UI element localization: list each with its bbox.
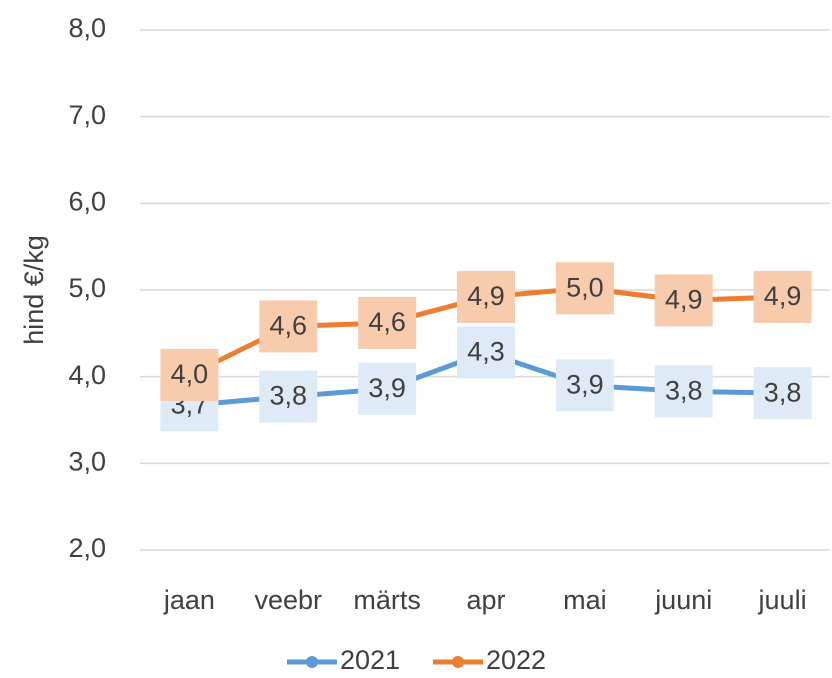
y-tick-label: 6,0 [68, 186, 106, 216]
data-label: 3,8 [270, 381, 308, 411]
legend-marker [306, 656, 318, 668]
data-label-box [555, 359, 614, 412]
data-label-box [555, 262, 614, 315]
y-tick-label: 8,0 [68, 13, 106, 43]
y-tick-label: 7,0 [68, 100, 106, 130]
legend-label: 2021 [340, 645, 400, 675]
data-label: 3,8 [665, 376, 703, 406]
legend-marker [452, 656, 464, 668]
data-label: 4,9 [467, 281, 505, 311]
data-label-box [753, 367, 812, 420]
data-label-box [259, 300, 318, 353]
data-label-box [457, 270, 515, 323]
data-label: 4,3 [467, 337, 505, 367]
y-tick-label: 3,0 [68, 446, 106, 476]
x-tick-label: jaan [163, 585, 215, 615]
x-tick-label: märts [353, 585, 421, 615]
x-tick-label: veebr [255, 585, 323, 615]
data-label-box [457, 326, 515, 379]
data-label: 3,9 [368, 373, 406, 403]
data-label-box [358, 296, 417, 349]
data-label-box [654, 365, 713, 418]
x-tick-label: juuli [758, 585, 807, 615]
data-label: 5,0 [566, 272, 604, 302]
y-axis-label: hind €/kg [19, 235, 49, 345]
data-label: 4,6 [270, 311, 308, 341]
x-tick-label: juuni [654, 585, 712, 615]
y-tick-label: 5,0 [68, 273, 106, 303]
legend-label: 2022 [486, 645, 546, 675]
data-label: 3,8 [764, 377, 802, 407]
x-tick-label: mai [563, 585, 607, 615]
data-label: 4,0 [171, 359, 209, 389]
data-label-box [259, 370, 318, 423]
y-tick-label: 4,0 [68, 360, 106, 390]
data-label-box [160, 348, 219, 401]
data-label: 4,9 [665, 285, 703, 315]
x-tick-label: apr [466, 585, 505, 615]
y-tick-label: 2,0 [68, 533, 106, 563]
data-label-box [358, 362, 417, 415]
data-label: 4,9 [764, 281, 802, 311]
data-label-box [654, 274, 713, 327]
data-label: 4,6 [368, 307, 406, 337]
data-label-box [753, 270, 812, 323]
data-label: 3,9 [566, 369, 604, 399]
